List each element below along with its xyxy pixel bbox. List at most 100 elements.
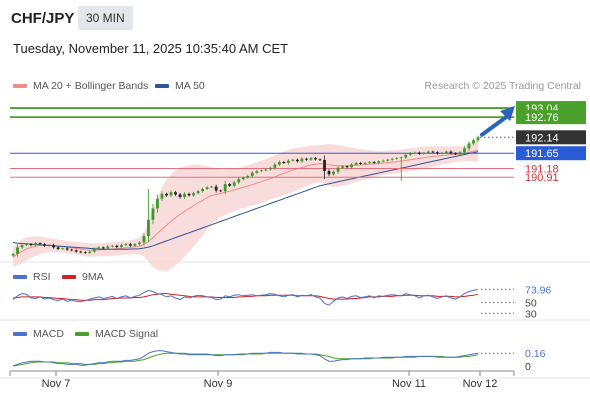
resistance-level-label: 192.76 <box>525 112 559 124</box>
candle-body <box>259 170 263 172</box>
candle-body <box>300 158 304 162</box>
rsi-line <box>12 288 479 306</box>
candle-body <box>372 161 376 163</box>
resistance-label-box <box>516 101 586 116</box>
x-axis-tick-label: Nov 7 <box>42 378 71 390</box>
candle-body <box>268 167 272 170</box>
bollinger-band <box>13 137 478 272</box>
candle-body <box>106 246 110 249</box>
candle-body <box>128 244 132 246</box>
x-axis: Nov 7 Nov 9 Nov 11 Nov 12 <box>9 370 515 390</box>
target-arrow <box>480 114 509 137</box>
candle-body <box>92 249 96 252</box>
candle-body <box>246 175 250 178</box>
candle-body <box>390 158 394 160</box>
candle-body <box>277 161 281 165</box>
resistance-level-label: 193.04 <box>525 103 559 115</box>
candle-body <box>29 244 33 246</box>
candle-body <box>354 162 358 165</box>
candle-body <box>426 151 430 153</box>
x-axis-tick-label: Nov 9 <box>204 378 233 390</box>
legend-ma50-label: MA 50 <box>175 80 205 92</box>
chart-header: CHF/JPY 30 MIN <box>0 6 590 32</box>
candle-body <box>110 245 114 247</box>
candle-body <box>156 198 159 209</box>
legend-ma20-bollinger: MA 20 + Bollinger Bands <box>13 80 148 92</box>
candle-body <box>305 158 308 160</box>
candle-body <box>223 184 227 192</box>
candle-body <box>440 152 444 154</box>
candle-body <box>88 251 92 253</box>
candle-body <box>363 162 367 164</box>
candle-body <box>183 193 186 198</box>
candle-body <box>368 161 372 163</box>
resistance-label-box <box>516 110 586 125</box>
rsi-9ma-line <box>12 293 479 301</box>
candle-body <box>119 245 123 248</box>
candle-body <box>232 182 236 186</box>
candle-body <box>472 140 475 144</box>
candle-body <box>70 249 74 251</box>
candle-body <box>147 219 150 237</box>
candle-body <box>214 186 218 191</box>
timeframe-badge[interactable]: 30 MIN <box>78 6 133 30</box>
candle-body <box>377 161 381 163</box>
candle-body <box>20 245 24 248</box>
legend-ma20-label: MA 20 + Bollinger Bands <box>33 80 149 92</box>
candle-body <box>332 171 335 175</box>
candle-body <box>210 186 214 188</box>
candle-body <box>309 158 313 160</box>
candle-body <box>43 244 47 246</box>
legend-macd-signal: MACD Signal <box>75 328 158 340</box>
candle-body <box>165 193 168 196</box>
candle-body <box>38 243 42 245</box>
x-axis-tick-label: Nov 12 <box>463 378 498 390</box>
candle-body <box>399 157 403 159</box>
9ma-swatch <box>62 275 76 279</box>
candle-body <box>323 160 326 172</box>
rsi-tick-label: 50 <box>525 297 537 309</box>
candle-body <box>286 160 290 163</box>
candle-body <box>83 252 87 254</box>
candle-body <box>101 247 105 249</box>
candle-body <box>250 172 254 176</box>
candle-body <box>192 193 195 196</box>
legend-ma50: MA 50 <box>155 80 205 92</box>
candle-body <box>476 137 480 141</box>
macd-signal-swatch <box>75 332 89 336</box>
legend-9ma-label: 9MA <box>82 271 104 283</box>
candle-body <box>142 236 146 243</box>
candle-body <box>74 250 78 252</box>
support-level-label: 190.91 <box>525 172 559 184</box>
rsi-tick-label: 30 <box>525 308 537 320</box>
candle-body <box>16 247 19 254</box>
ma50-swatch <box>155 84 169 88</box>
candle-body <box>65 248 69 250</box>
candle-body <box>467 143 471 149</box>
currency-pair-title: CHF/JPY <box>11 10 75 27</box>
candle-body <box>79 251 83 253</box>
candle-body <box>454 153 457 155</box>
candle-body <box>291 159 295 161</box>
candle-body <box>151 208 155 220</box>
candle-body <box>413 152 417 154</box>
candle-body <box>444 151 448 153</box>
candle-body <box>408 153 412 155</box>
candle-body <box>314 158 317 160</box>
macd-swatch <box>13 332 27 336</box>
legend-macd: MACD <box>13 328 64 340</box>
candle-body <box>404 154 408 158</box>
candle-body <box>25 244 28 246</box>
candle-body <box>458 152 462 155</box>
candle-body <box>205 187 209 189</box>
legend-macd-signal-label: MACD Signal <box>95 328 159 340</box>
candle-body <box>282 161 286 163</box>
pivot-level-label: 191.65 <box>525 148 559 160</box>
candle-body <box>56 247 60 250</box>
candle-body <box>431 151 435 153</box>
candle-body <box>228 184 232 186</box>
support-level-label: 191.18 <box>525 163 559 175</box>
